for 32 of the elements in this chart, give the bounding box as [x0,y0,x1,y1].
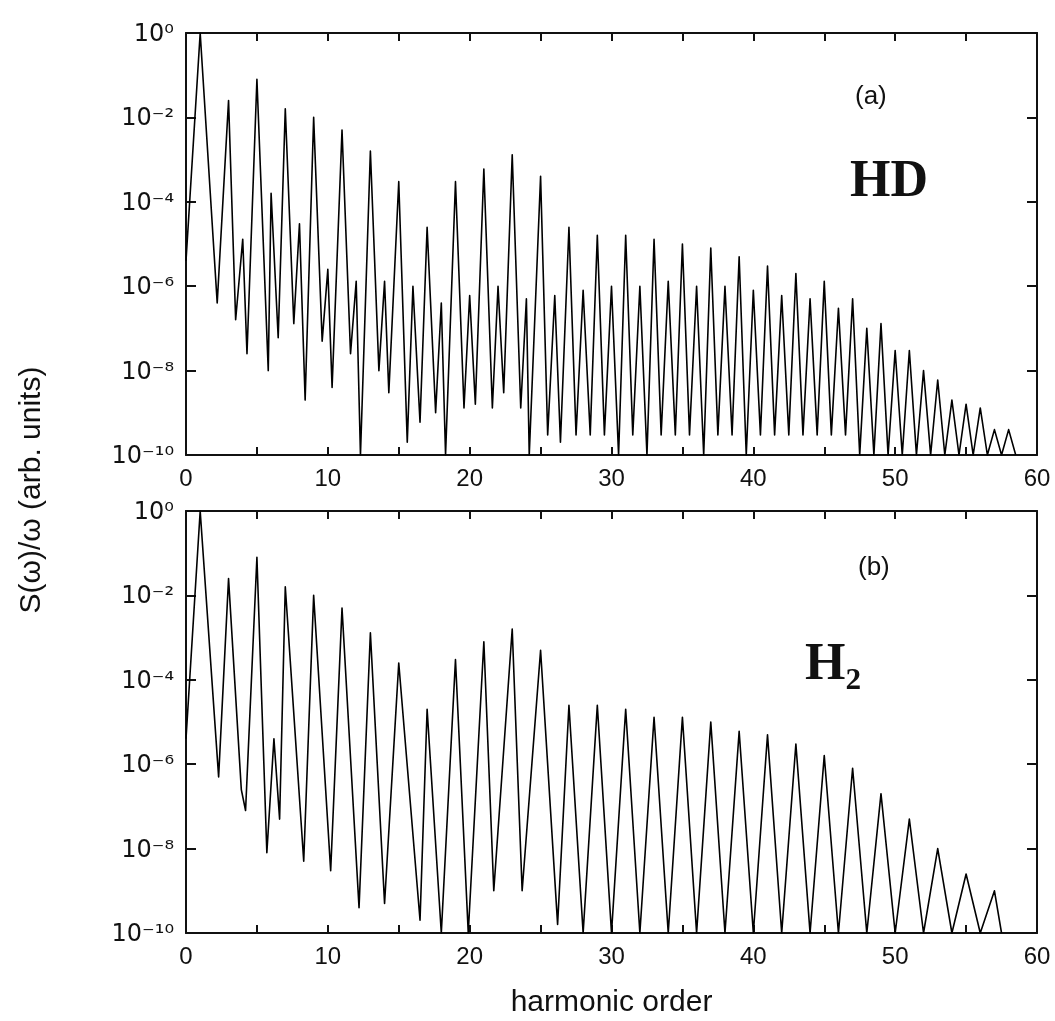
x-tick-label: 50 [881,463,909,491]
y-tick-label: 10⁻² [121,103,174,132]
x-tick-label: 0 [179,463,193,491]
annotation: (b) [858,551,890,581]
x-tick-label: 20 [456,941,484,969]
x-tick-label: 30 [598,941,625,969]
y-tick-label: 10⁰ [133,19,174,47]
x-tick-label: 20 [456,463,484,491]
y-axis-title: S(ω)/ω (arb. units) [13,366,47,614]
annotation: HD [850,149,928,207]
x-tick-label: 60 [1023,941,1051,969]
y-tick-label: 10⁻¹⁰ [111,441,174,469]
y-tick-label: 10⁻² [121,581,174,610]
y-tick-label: 10⁻⁶ [121,750,174,779]
x-tick-label: 50 [881,941,909,969]
annotation: (a) [855,80,887,110]
x-tick-label: 10 [314,941,342,969]
y-tick-label: 10⁰ [133,497,174,525]
x-tick-label: 60 [1023,463,1051,491]
y-tick-label: 10⁻⁴ [121,665,174,694]
y-tick-label: 10⁻⁸ [121,356,174,385]
y-tick-label: 10⁻⁸ [121,834,174,863]
x-tick-label: 10 [314,463,342,491]
x-tick-label: 40 [739,463,767,491]
x-tick-label: 0 [179,941,193,969]
annotation: H₂ [805,632,862,690]
y-tick-label: 10⁻⁶ [121,272,174,301]
x-axis-title: harmonic order [510,983,713,1017]
y-tick-label: 10⁻¹⁰ [111,919,174,947]
y-tick-label: 10⁻⁴ [121,187,174,216]
x-tick-label: 30 [598,463,625,491]
x-tick-label: 40 [739,941,767,969]
